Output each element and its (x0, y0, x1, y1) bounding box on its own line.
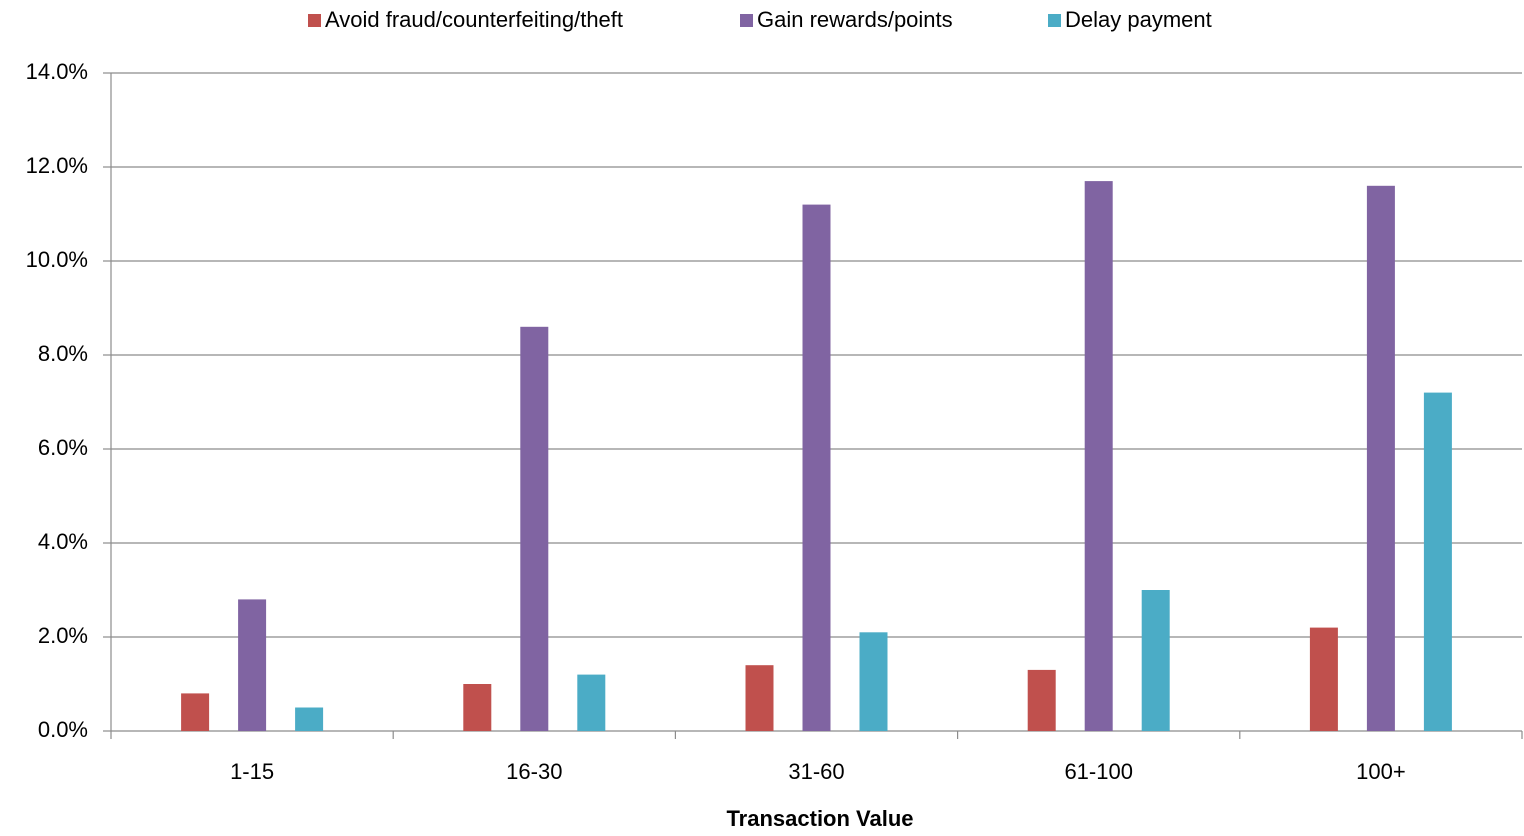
y-tick-label: 8.0% (38, 341, 88, 366)
y-tick-label: 10.0% (26, 247, 88, 272)
bar (295, 708, 323, 732)
x-axis-title: Transaction Value (726, 806, 913, 831)
bar (860, 632, 888, 731)
bar (238, 599, 266, 731)
bar (1310, 628, 1338, 731)
y-tick-label: 4.0% (38, 529, 88, 554)
bar (577, 675, 605, 731)
legend-swatch (308, 14, 321, 27)
bar (463, 684, 491, 731)
bar (1085, 181, 1113, 731)
legend-swatch (1048, 14, 1061, 27)
legend-swatch (740, 14, 753, 27)
legend-label: Avoid fraud/counterfeiting/theft (325, 7, 623, 32)
bar (1142, 590, 1170, 731)
x-tick-label: 31-60 (788, 759, 844, 784)
y-tick-label: 2.0% (38, 623, 88, 648)
y-tick-label: 0.0% (38, 717, 88, 742)
bar (1028, 670, 1056, 731)
x-tick-label: 61-100 (1064, 759, 1133, 784)
bar (1367, 186, 1395, 731)
bar (803, 205, 831, 731)
chart: Transaction Value 0.0% 2.0% 4.0% 6.0% 8.0% 10… (0, 0, 1524, 831)
y-tick-label: 6.0% (38, 435, 88, 460)
legend-label: Gain rewards/points (757, 7, 953, 32)
bar (746, 665, 774, 731)
x-tick-label: 100+ (1356, 759, 1406, 784)
page: {"chart_data": {"type": "bar", "x_label"… (0, 0, 1524, 836)
legend-label: Delay payment (1065, 7, 1212, 32)
x-tick-label: 1-15 (230, 759, 274, 784)
bar (1424, 393, 1452, 731)
x-tick-label: 16-30 (506, 759, 562, 784)
bar (520, 327, 548, 731)
bar (181, 693, 209, 731)
y-tick-label: 14.0% (26, 59, 88, 84)
y-tick-label: 12.0% (26, 153, 88, 178)
